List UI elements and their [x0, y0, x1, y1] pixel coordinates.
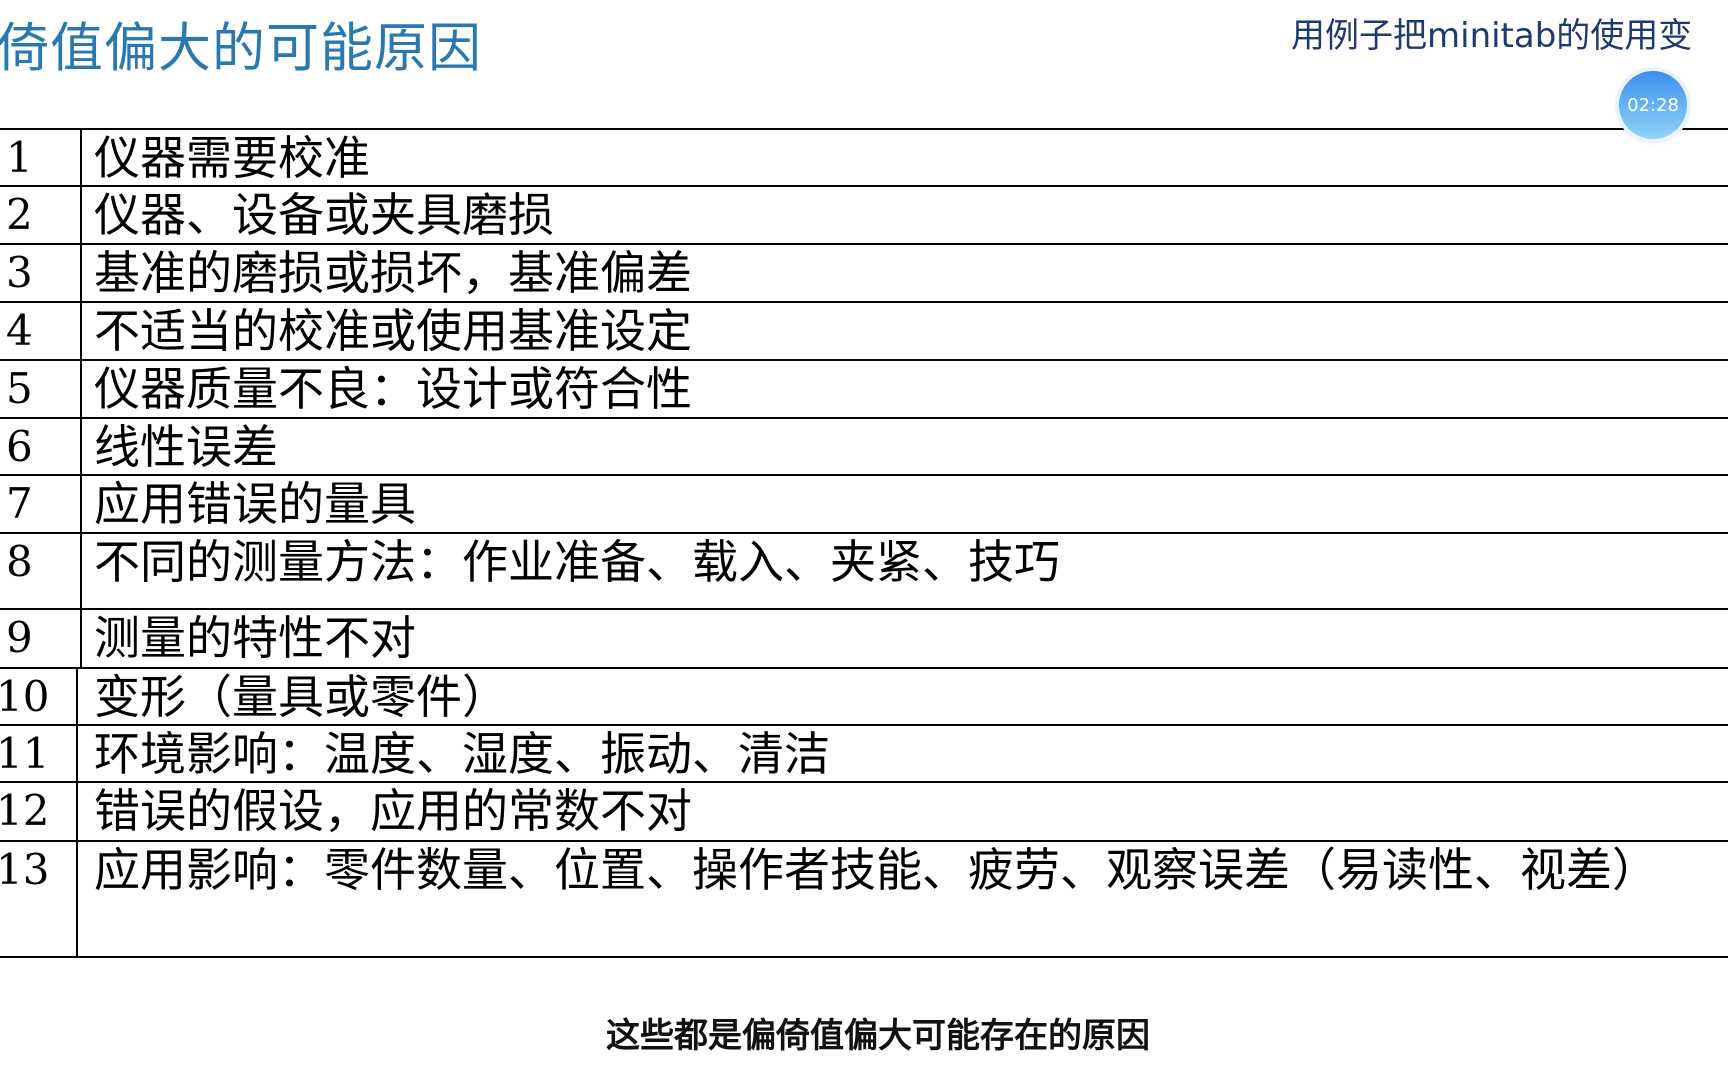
- row-text: 变形（量具或零件）: [94, 670, 508, 724]
- row-number: 10: [0, 669, 78, 724]
- row-number: 9: [0, 610, 82, 667]
- row-number: 12: [0, 783, 78, 840]
- row-text: 基准的磨损或损坏，基准偏差: [94, 246, 692, 300]
- table-row: 5 仪器质量不良：设计或符合性: [0, 361, 1728, 419]
- table-row: 7 应用错误的量具: [0, 476, 1728, 534]
- row-number: 2: [0, 187, 82, 243]
- table-row: 2 仪器、设备或夹具磨损: [0, 187, 1728, 245]
- table-row: 10 变形（量具或零件）: [0, 669, 1728, 726]
- timer-text: 02:28: [1627, 94, 1679, 116]
- table-row: 13 应用影响：零件数量、位置、操作者技能、疲劳、观察误差（易读性、视差）: [0, 842, 1728, 958]
- table-row: 8 不同的测量方法：作业准备、载入、夹紧、技巧: [0, 534, 1728, 610]
- row-number: 5: [0, 361, 82, 417]
- table-row: 4 不适当的校准或使用基准设定: [0, 303, 1728, 361]
- row-text: 应用错误的量具: [94, 477, 416, 531]
- table-row: 3 基准的磨损或损坏，基准偏差: [0, 245, 1728, 303]
- table-row: 9 测量的特性不对: [0, 610, 1728, 669]
- row-text: 不适当的校准或使用基准设定: [94, 304, 692, 358]
- table-row: 12 错误的假设，应用的常数不对: [0, 783, 1728, 842]
- table-row: 11 环境影响：温度、湿度、振动、清洁: [0, 726, 1728, 783]
- row-text: 线性误差: [94, 420, 278, 474]
- timer-badge[interactable]: 02:28: [1619, 71, 1687, 139]
- row-number: 11: [0, 726, 78, 781]
- row-text: 测量的特性不对: [94, 611, 416, 665]
- row-text: 仪器、设备或夹具磨损: [94, 188, 554, 242]
- subtitle-caption: 这些都是偏倚值偏大可能存在的原因: [606, 1016, 1150, 1056]
- row-number: 1: [0, 130, 82, 185]
- row-text: 错误的假设，应用的常数不对: [94, 784, 692, 838]
- row-text: 应用影响：零件数量、位置、操作者技能、疲劳、观察误差（易读性、视差）: [94, 843, 1658, 897]
- row-text: 仪器质量不良：设计或符合性: [94, 362, 692, 416]
- causes-table: 1 仪器需要校准 2 仪器、设备或夹具磨损 3 基准的磨损或损坏，基准偏差 4 不适当的…: [0, 128, 1728, 958]
- row-number: 13: [0, 842, 78, 956]
- row-text: 环境影响：温度、湿度、振动、清洁: [94, 727, 830, 781]
- row-number: 6: [0, 419, 82, 474]
- row-text: 不同的测量方法：作业准备、载入、夹紧、技巧: [94, 535, 1060, 589]
- row-number: 3: [0, 245, 82, 301]
- table-row: 6 线性误差: [0, 419, 1728, 476]
- table-row: 1 仪器需要校准: [0, 130, 1728, 187]
- slide-title: 倚值偏大的可能原因: [0, 18, 482, 79]
- row-number: 4: [0, 303, 82, 359]
- row-text: 仪器需要校准: [94, 131, 370, 185]
- row-number: 7: [0, 476, 82, 532]
- video-title: 用例子把minitab的使用变: [1291, 16, 1693, 56]
- row-number: 8: [0, 534, 82, 608]
